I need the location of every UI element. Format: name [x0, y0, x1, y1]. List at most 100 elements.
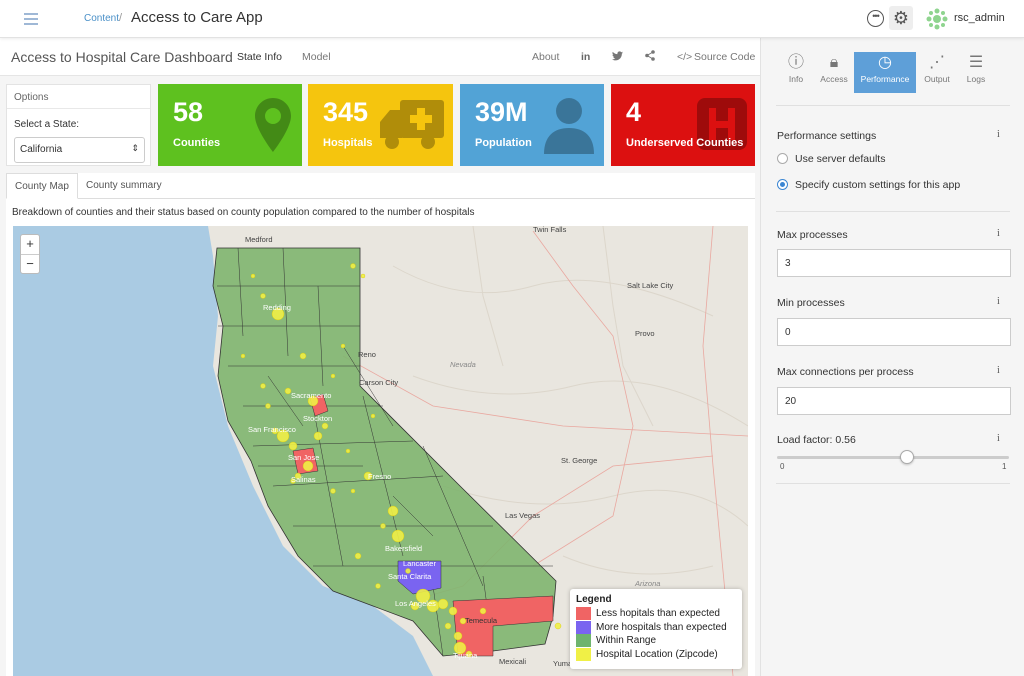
user-icon: [544, 98, 594, 154]
label-temecula: Temecula: [465, 616, 498, 625]
breadcrumb-content[interactable]: Content: [84, 13, 120, 24]
radio-custom-settings[interactable]: [777, 179, 788, 190]
hospitals-label: Hospitals: [323, 137, 373, 149]
chart-line-icon: ⋰: [929, 54, 945, 71]
legend-swatch: [576, 647, 591, 661]
slider-handle[interactable]: [899, 450, 914, 464]
legend-label: Hospital Location (Zipcode): [596, 648, 718, 660]
tab-logs[interactable]: ☰ Logs: [952, 52, 1000, 93]
map-canvas: Medford Twin Falls Redding Reno Carson C…: [13, 226, 748, 676]
tab-access[interactable]: 🔒︎ Access: [810, 52, 858, 93]
label-los-angeles: Los Angeles: [395, 599, 436, 608]
label-santa-clarita: Santa Clarita: [388, 572, 432, 581]
radio-custom-settings-label[interactable]: Specify custom settings for this app: [795, 179, 961, 191]
counties-label: Counties: [173, 137, 221, 149]
app-title: Access to Care App: [131, 9, 263, 26]
legend-item: Less hopitals than expected: [576, 607, 736, 621]
legend-item: Within Range: [576, 634, 736, 648]
map-card: Breakdown of counties and their status b…: [6, 199, 755, 676]
info-icon[interactable]: i: [997, 296, 1000, 307]
legend-item: More hospitals than expected: [576, 620, 736, 635]
gear-icon[interactable]: ⚙: [889, 6, 913, 30]
legend-title: Legend: [576, 594, 612, 605]
nav-state-info[interactable]: State Info: [237, 51, 282, 63]
value-box-counties: 58 Counties: [158, 84, 302, 166]
place-labels: Medford Twin Falls Redding Reno Carson C…: [245, 226, 674, 668]
divider: [776, 211, 1010, 212]
tab-county-summary[interactable]: County summary: [86, 180, 162, 191]
ambulance-icon: [380, 100, 444, 149]
zoom-control: + −: [20, 234, 40, 274]
label-nevada: Nevada: [450, 360, 476, 369]
label-provo: Provo: [635, 329, 655, 338]
legend-label: Less hopitals than expected: [596, 608, 720, 619]
label-yuma: Yuma: [553, 659, 573, 668]
label-st-george: St. George: [561, 456, 597, 465]
code-icon: </>: [677, 51, 693, 63]
label-medford: Medford: [245, 235, 273, 244]
tab-info-label: Info: [788, 74, 804, 84]
info-icon[interactable]: i: [997, 433, 1000, 444]
lock-icon: 🔒︎: [829, 54, 839, 71]
county-map[interactable]: Medford Twin Falls Redding Reno Carson C…: [13, 226, 748, 676]
tab-access-label: Access: [820, 74, 848, 84]
tab-performance[interactable]: ◷ Performance: [854, 52, 916, 93]
label-tijuana: Tijuana: [453, 651, 478, 660]
terrain-lines: [392, 226, 748, 575]
info-icon[interactable]: i: [997, 228, 1000, 239]
radio-server-defaults-label[interactable]: Use server defaults: [795, 153, 886, 165]
username[interactable]: rsc_admin: [954, 12, 1005, 24]
county-red: [452, 595, 554, 657]
avatar[interactable]: [926, 8, 948, 30]
label-san-jose: San Jose: [288, 453, 319, 462]
tab-county-map[interactable]: County Map: [6, 173, 78, 199]
max-processes-input[interactable]: 3: [777, 249, 1011, 277]
min-processes-label: Min processes: [777, 297, 845, 309]
divider: [776, 483, 1010, 484]
label-carson-city: Carson City: [359, 378, 398, 387]
nav-about[interactable]: About: [532, 51, 560, 63]
share-icon[interactable]: [645, 50, 655, 61]
zoom-out-button[interactable]: −: [21, 254, 39, 273]
linkedin-icon[interactable]: in: [581, 51, 591, 63]
info-icon: ⓘ: [787, 54, 804, 71]
counties-value: 58: [173, 97, 204, 127]
max-processes-label: Max processes: [777, 229, 848, 241]
twitter-icon[interactable]: [612, 51, 623, 61]
california-shape: [212, 247, 557, 657]
legend-item: Hospital Location (Zipcode): [576, 647, 736, 662]
info-icon[interactable]: i: [997, 129, 1000, 140]
max-connections-input[interactable]: 20: [777, 387, 1011, 415]
zoom-in-button[interactable]: +: [26, 236, 34, 251]
nav-model[interactable]: Model: [302, 51, 331, 63]
state-select[interactable]: California ⇕: [14, 137, 145, 163]
dashboard-header: Access to Hospital Care Dashboard State …: [0, 38, 760, 76]
map-legend: Legend Less hopitals than expected More …: [570, 589, 742, 669]
load-factor-slider[interactable]: [777, 456, 1009, 459]
more-options-icon[interactable]: •••: [867, 10, 884, 27]
label-las-vegas: Las Vegas: [505, 511, 540, 520]
tab-info[interactable]: ⓘ Info: [772, 52, 820, 93]
breadcrumb-separator: /: [119, 12, 123, 24]
min-processes-input[interactable]: 0: [777, 318, 1011, 346]
tab-output-label: Output: [924, 74, 950, 84]
map-description: Breakdown of counties and their status b…: [12, 207, 475, 218]
tab-performance-label: Performance: [860, 74, 910, 84]
radio-server-defaults[interactable]: [777, 153, 788, 164]
list-icon: ☰: [968, 54, 984, 71]
legend-swatch: [576, 607, 591, 620]
underserved-label: Underserved Counties: [626, 137, 744, 149]
info-icon[interactable]: i: [997, 365, 1000, 376]
label-reno: Reno: [358, 350, 376, 359]
hospitals-value: 345: [323, 97, 369, 127]
performance-settings-title: Performance settings: [777, 130, 877, 142]
hospital-dots: [240, 263, 562, 658]
nav-source-code[interactable]: Source Code: [694, 51, 756, 63]
menu-icon[interactable]: [24, 13, 38, 28]
label-bakersfield: Bakersfield: [385, 544, 422, 553]
tab-output[interactable]: ⋰ Output: [913, 52, 961, 93]
population-value: 39M: [475, 97, 528, 127]
value-box-population: 39M Population: [460, 84, 604, 166]
legend-swatch: [576, 634, 591, 647]
options-panel: Options Select a State: California ⇕: [6, 84, 151, 166]
